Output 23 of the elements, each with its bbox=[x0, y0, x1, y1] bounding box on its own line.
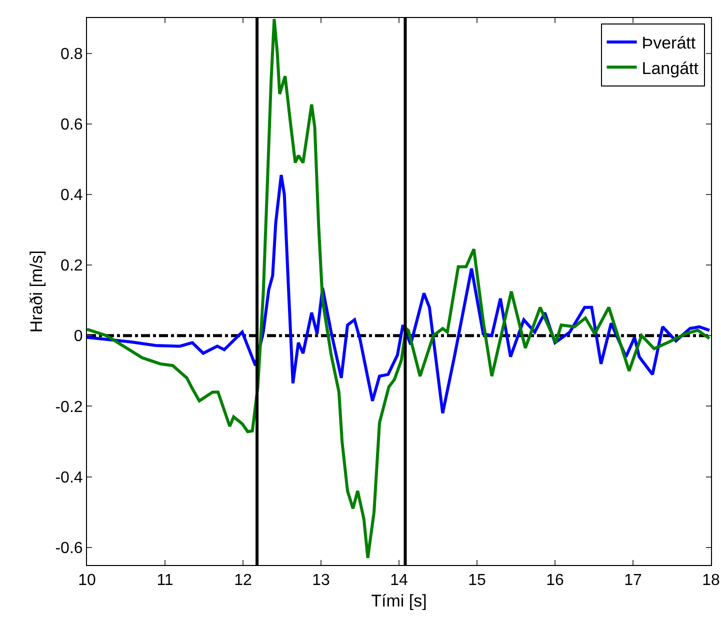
x-tick-label: 15 bbox=[468, 572, 486, 590]
x-tick-label: 13 bbox=[312, 572, 330, 590]
line-series bbox=[87, 174, 711, 415]
y-tick-label: 0.8 bbox=[60, 46, 83, 63]
x-axis-title: Tími [s] bbox=[371, 592, 427, 611]
y-tick-label: 0.4 bbox=[60, 187, 83, 204]
legend-label: Þverátt bbox=[642, 34, 696, 53]
x-tick-label: 16 bbox=[546, 572, 564, 590]
x-tick-label: 10 bbox=[78, 572, 96, 590]
y-tick-label: -0.6 bbox=[55, 540, 83, 557]
y-tick-label: 0 bbox=[74, 328, 83, 346]
line-series bbox=[87, 18, 711, 560]
y-tick-label: -0.2 bbox=[55, 398, 83, 416]
y-tick-label: 0.2 bbox=[60, 258, 83, 275]
x-tick-label: 11 bbox=[156, 572, 174, 590]
x-tick-label: 17 bbox=[624, 572, 642, 590]
legend-label: Langátt bbox=[642, 58, 699, 78]
y-tick-label: -0.4 bbox=[55, 469, 83, 486]
x-tick-label: 12 bbox=[234, 572, 252, 590]
y-axis-title: Hraði [m/s] bbox=[26, 250, 46, 333]
x-tick-label: 14 bbox=[390, 572, 408, 590]
x-tick-label: 18 bbox=[702, 572, 720, 590]
y-tick-label: 0.6 bbox=[60, 116, 83, 134]
